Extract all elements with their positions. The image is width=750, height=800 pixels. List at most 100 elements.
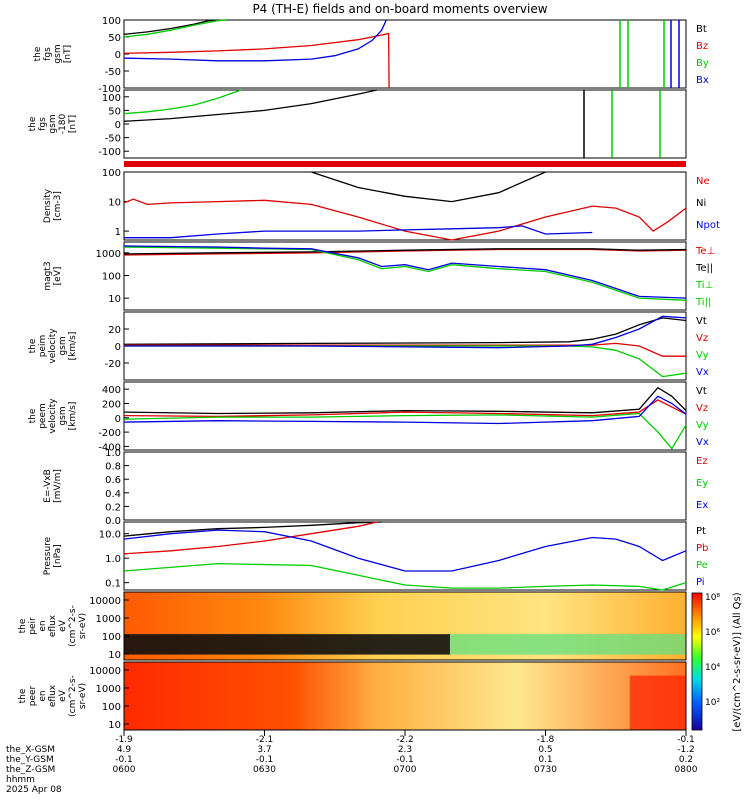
y-tick-label: 1000 xyxy=(96,249,121,260)
y-tick-label: 100 xyxy=(102,271,121,282)
y-tick-label: -50 xyxy=(105,67,121,78)
y-axis-label-line: fgs xyxy=(38,117,48,131)
y-axis-label-line: Density xyxy=(43,188,53,223)
y-axis-label: E=-VxB[mV/m] xyxy=(43,469,63,503)
chart-title: P4 (TH-E) fields and on-board moments ov… xyxy=(252,2,547,16)
legend-label-0: Ne xyxy=(696,176,710,187)
y-axis-label-line: peir xyxy=(28,617,38,635)
y-axis-label-line: [eV] xyxy=(53,267,63,286)
y-axis-label-line: [km/s] xyxy=(68,402,78,431)
y-axis-label-line: the xyxy=(28,116,38,131)
y-tick-label: 0.8 xyxy=(105,462,121,473)
colorbar-tick-label: 10⁴ xyxy=(705,663,720,673)
x-tick-label: -0.1 xyxy=(115,755,133,765)
legend-label-0: Pt xyxy=(696,526,706,537)
y-tick-label: 0 xyxy=(115,414,121,425)
y-tick-label: 10 xyxy=(108,720,121,731)
y-axis-label-line: the xyxy=(28,338,38,353)
y-axis-label-line: (cm^2-s- xyxy=(68,605,78,647)
legend-label-2: Ti⊥ xyxy=(695,280,713,291)
y-axis-label-line: [nPa] xyxy=(53,544,63,567)
y-tick-label: 10 xyxy=(108,650,121,661)
y-tick-label: -200 xyxy=(98,428,121,439)
series-line-by xyxy=(123,19,228,38)
series-line-black xyxy=(123,89,378,122)
y-axis-label-line: eV xyxy=(58,689,68,702)
y-axis-label: thepeerenefluxeV(cm^2-s-sr-eV) xyxy=(18,675,88,717)
series-line-pb xyxy=(123,521,378,555)
x-row-label: the_Z-GSM xyxy=(6,765,55,775)
series-line-vx xyxy=(123,395,687,425)
y-tick-label: -100 xyxy=(98,84,121,95)
series-line-vz xyxy=(124,342,686,357)
x-tick-label: 0.1 xyxy=(538,755,552,765)
legend-label-3: Vx xyxy=(696,437,709,448)
y-axis-label-line: gsm xyxy=(53,44,63,63)
panel-frame xyxy=(123,451,687,521)
y-axis-label-line: magt3 xyxy=(43,261,53,290)
y-axis-label-line: [mV/m] xyxy=(53,469,63,503)
x-row-label: the_X-GSM xyxy=(6,745,55,755)
legend-label-0: Vt xyxy=(696,386,707,397)
series-line-pt xyxy=(123,521,382,537)
panel-frame xyxy=(123,521,687,591)
y-axis-label: thefgsgsm-180[nT] xyxy=(28,114,78,135)
panel-1: 100 50 0 -50 -100 thefgsgsm-180[nT] xyxy=(28,89,687,159)
y-axis-label-line: eV xyxy=(58,619,68,632)
x-row-label: hhmm xyxy=(6,775,35,785)
y-axis-label-line: sr-eV) xyxy=(78,683,88,709)
legend-label-1: Ey xyxy=(696,478,708,489)
legend-label-2: Pe xyxy=(696,560,708,571)
panel-frame xyxy=(123,171,687,241)
legend-label-2: Ex xyxy=(696,500,708,511)
legend-label-3: Ti|| xyxy=(695,297,711,308)
colorbar-bar xyxy=(691,592,703,731)
x-row-label: the_Y-GSM xyxy=(6,755,54,765)
y-axis-label-line: the xyxy=(28,408,38,423)
y-axis-label-line: gsm xyxy=(58,336,68,355)
y-axis-label-line: eflux xyxy=(48,684,58,707)
x-tick-label: 0730 xyxy=(534,765,557,775)
y-axis-label-line: peim xyxy=(38,335,48,358)
y-axis-label-line: [nT] xyxy=(63,45,73,63)
legend-label-3: Pi xyxy=(696,577,705,588)
y-tick-label: 100 xyxy=(102,702,121,713)
y-tick-label: 20 xyxy=(108,325,121,336)
y-axis-label: thefgsgsm[nT] xyxy=(33,44,73,63)
y-tick-label: 10 xyxy=(108,198,121,209)
legend-label-1: Vz xyxy=(696,333,708,344)
spectrogram-fill xyxy=(124,662,686,730)
legend-label-1: Vz xyxy=(696,403,708,414)
y-axis-label-line: en xyxy=(38,620,48,631)
y-axis-label-line: (cm^2-s- xyxy=(68,675,78,717)
legend-label-0: Bt xyxy=(696,24,707,35)
series-line-green xyxy=(123,89,242,115)
x-tick-label: 0700 xyxy=(394,765,417,775)
x-tick-label: 0800 xyxy=(675,765,698,775)
series-line-ni xyxy=(311,171,546,203)
series-line-vt xyxy=(123,317,687,345)
x-tick-label: -1.9 xyxy=(115,735,133,745)
y-tick-label: 1.0 xyxy=(105,554,121,565)
panel-3: 100 10 1 Density[cm-3] Ne Ni Npot xyxy=(43,168,720,241)
x-tick-label: -2.2 xyxy=(396,735,414,745)
legend-label-1: Pb xyxy=(696,543,708,554)
series-line-vt xyxy=(123,386,687,415)
y-axis-label-line: E=-VxB xyxy=(43,469,53,503)
y-axis-label-line: peer xyxy=(28,685,38,706)
series-line-vx xyxy=(124,315,687,349)
legend-label-3: Vx xyxy=(696,367,709,378)
legend-label-0: Vt xyxy=(696,316,707,327)
y-axis-label-line: [cm-3] xyxy=(53,191,63,221)
series-line-npot xyxy=(124,225,593,239)
y-tick-label: 50 xyxy=(108,106,121,117)
x-tick-label: 3.7 xyxy=(257,745,271,755)
y-tick-label: 0 xyxy=(115,342,121,353)
y-axis-label-line: fgs xyxy=(43,47,53,61)
y-tick-label: 100 xyxy=(102,93,121,104)
legend-label-2: Vy xyxy=(696,420,709,431)
y-tick-label: 0.6 xyxy=(105,475,121,486)
y-tick-label: 0 xyxy=(115,120,121,131)
y-tick-label: -100 xyxy=(98,147,121,158)
